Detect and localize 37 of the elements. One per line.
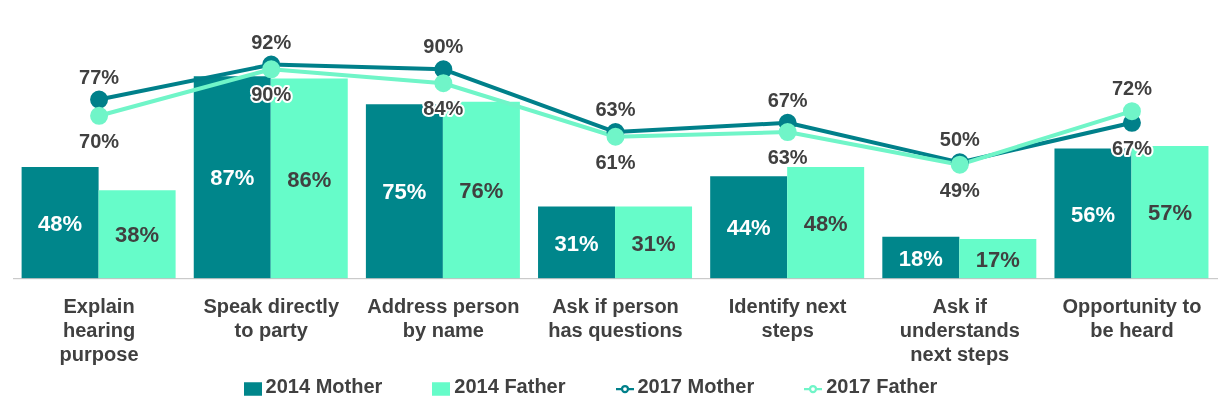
data-label: 67% bbox=[1111, 136, 1153, 159]
data-label: 72% bbox=[1111, 77, 1153, 100]
legend-label: 2014 Mother bbox=[265, 374, 383, 397]
x-tick-label: Explain hearing purpose bbox=[59, 294, 139, 365]
x-tick-label: Identify next steps bbox=[728, 294, 847, 341]
x-tick-label: Opportunity to be heard bbox=[1062, 294, 1202, 341]
data-label: 75% bbox=[382, 179, 427, 205]
data-label: 18% bbox=[898, 245, 943, 271]
data-label: 48% bbox=[803, 210, 848, 236]
data-label: 77% bbox=[79, 65, 120, 88]
data-label: 49% bbox=[939, 178, 981, 201]
data-label: 67% bbox=[767, 88, 808, 111]
legend-label: 2017 Mother bbox=[637, 374, 755, 397]
data-label: 63% bbox=[595, 98, 636, 121]
data-label: 48% bbox=[38, 210, 83, 236]
data-label: 31% bbox=[631, 230, 676, 256]
data-label: 31% bbox=[554, 230, 599, 256]
x-tick-label: Address person by name bbox=[367, 294, 520, 341]
data-label: 17% bbox=[975, 246, 1020, 272]
data-label: 63% bbox=[767, 146, 808, 169]
data-label: 76% bbox=[459, 178, 504, 204]
data-label: 92% bbox=[251, 30, 292, 53]
data-label: 61% bbox=[595, 150, 636, 173]
data-label: 57% bbox=[1147, 200, 1192, 226]
legend-label: 2014 Father bbox=[454, 374, 566, 397]
data-label: 70% bbox=[79, 129, 120, 152]
data-label: 38% bbox=[115, 222, 160, 248]
data-label: 87% bbox=[210, 165, 255, 191]
x-tick-label: Ask if person has questions bbox=[548, 294, 683, 341]
legend-label: 2017 Father bbox=[826, 374, 938, 397]
data-label: 90% bbox=[423, 35, 464, 58]
x-tick-label: Speak directly to party bbox=[203, 294, 340, 341]
data-label: 86% bbox=[287, 166, 332, 192]
data-label: 44% bbox=[726, 215, 771, 241]
data-label: 56% bbox=[1070, 201, 1115, 227]
data-label: 50% bbox=[939, 128, 981, 151]
x-tick-label: Ask if understands next steps bbox=[899, 294, 1020, 365]
